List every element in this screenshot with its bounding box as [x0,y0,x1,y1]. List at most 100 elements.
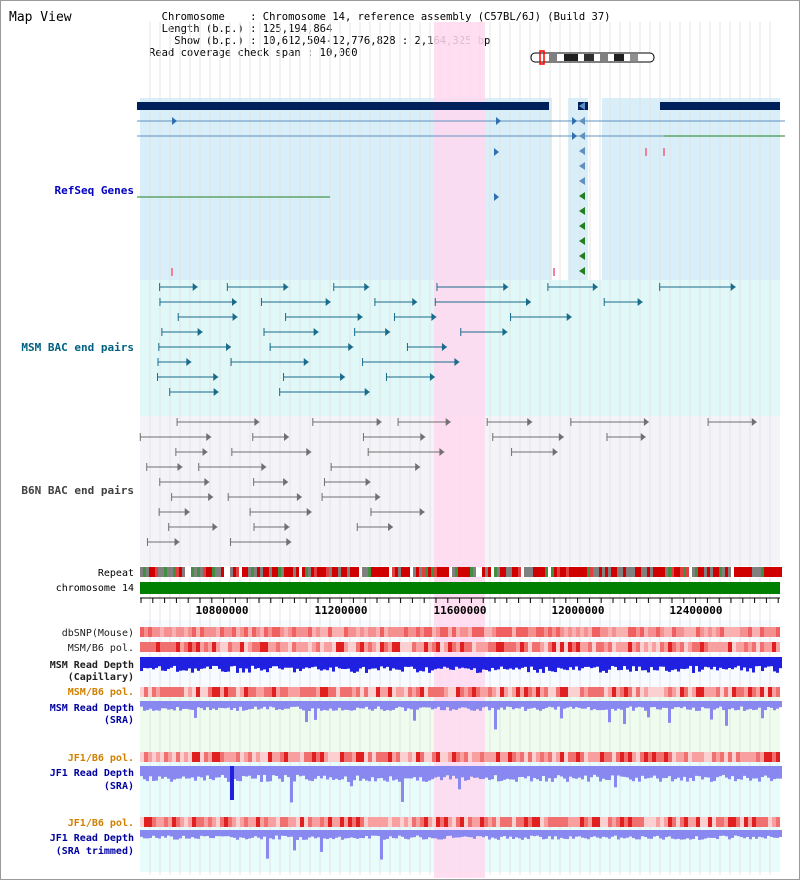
polymorphism-cell [760,817,764,827]
read-depth-bar [473,830,476,839]
polymorphism-cell [724,687,728,697]
polymorphism-cell [748,687,752,697]
read-depth-bar [494,657,497,671]
read-depth-bar [761,657,764,672]
polymorphism-cell [256,687,260,697]
read-depth-bar [188,701,191,710]
read-depth-bar [209,830,212,838]
read-depth-bar [614,830,617,836]
read-depth-bar [449,830,452,836]
msm-bac-pair [592,283,598,291]
polymorphism-cell [292,687,296,697]
read-depth-bar [779,830,782,837]
polymorphism-cell [748,752,752,762]
polymorphism-cell [388,752,392,762]
gene-arrow [579,162,585,170]
read-depth-bar [296,657,299,669]
read-depth-bar [200,701,203,709]
read-depth-bar [641,830,644,837]
read-depth-bar [722,830,725,836]
read-depth-bar [338,701,341,708]
read-depth-bar [206,830,209,837]
read-depth-bar [572,657,575,670]
polymorphism-cell [152,627,156,637]
read-depth-bar [431,701,434,710]
read-depth-bar [224,657,227,672]
read-depth-bar [401,657,404,672]
read-depth-bar [197,830,200,839]
read-depth-bar [524,657,527,667]
polymorphism-cell [776,687,780,697]
polymorphism-cell [336,752,340,762]
read-depth-bar [725,830,728,837]
polymorphism-cell [628,752,632,762]
read-depth-bar [452,830,455,838]
repeat-segment [200,567,203,577]
polymorphism-cell [676,817,680,827]
label-b6n-bac[interactable]: B6N BAC end pairs [21,484,134,497]
polymorphism-cell [676,642,680,652]
read-depth-bar [188,830,191,839]
polymorphism-cell [172,642,176,652]
polymorphism-cell [276,627,280,637]
read-depth-bar [368,766,371,782]
repeat-segment [542,567,545,577]
polymorphism-cell [508,817,512,827]
label-msm-bac[interactable]: MSM BAC end pairs [21,341,134,354]
read-depth-bar [527,701,530,709]
read-depth-bar [368,830,371,839]
polymorphism-cell [176,687,180,697]
polymorphism-cell [356,642,360,652]
polymorphism-cell [508,642,512,652]
read-depth-bar [353,657,356,673]
read-depth-bar [200,766,203,778]
polymorphism-cell [392,627,396,637]
polymorphism-cell [260,752,264,762]
repeat-segment [698,567,701,577]
read-depth-bar [686,766,689,782]
polymorphism-cell [408,817,412,827]
polymorphism-cell [288,687,292,697]
read-depth-bar [617,701,620,709]
polymorphism-cell [740,642,744,652]
polymorphism-cell [256,642,260,652]
read-depth-bar [209,766,212,779]
polymorphism-cell [440,687,444,697]
polymorphism-cell [228,627,232,637]
repeat-segment [761,567,764,577]
msm-bac-pair [357,313,363,321]
polymorphism-cell [676,687,680,697]
repeat-segment [224,567,227,577]
read-depth-bar [422,657,425,672]
gene-mark [645,148,647,156]
read-depth-bar [596,766,599,777]
polymorphism-cell [740,752,744,762]
polymorphism-cell [292,642,296,652]
read-depth-bar [476,766,479,778]
read-depth-bar [482,830,485,838]
polymorphism-cell [216,817,220,827]
polymorphism-cell [364,642,368,652]
read-depth-bar [347,766,350,782]
chromosome-ideogram[interactable] [530,50,655,65]
read-depth-bar [143,766,146,780]
label-refseq-genes[interactable]: RefSeq Genes [55,184,134,197]
read-depth-bar [587,657,590,667]
read-depth-bar [317,701,320,709]
gene-arrow [579,267,585,275]
polymorphism-cell [432,627,436,637]
polymorphism-cell [536,687,540,697]
label-chromosome: chromosome 14 [56,583,134,594]
read-depth-bar [320,657,323,671]
polymorphism-cell [352,752,356,762]
polymorphism-cell [612,627,616,637]
polymorphism-cell [648,817,652,827]
polymorphism-cell [176,642,180,652]
read-depth-bar [242,766,245,777]
polymorphism-cell [436,627,440,637]
read-depth-bar [272,830,275,840]
read-depth-bar [257,830,260,838]
read-depth-bar [296,766,299,775]
read-depth-bar [674,701,677,708]
